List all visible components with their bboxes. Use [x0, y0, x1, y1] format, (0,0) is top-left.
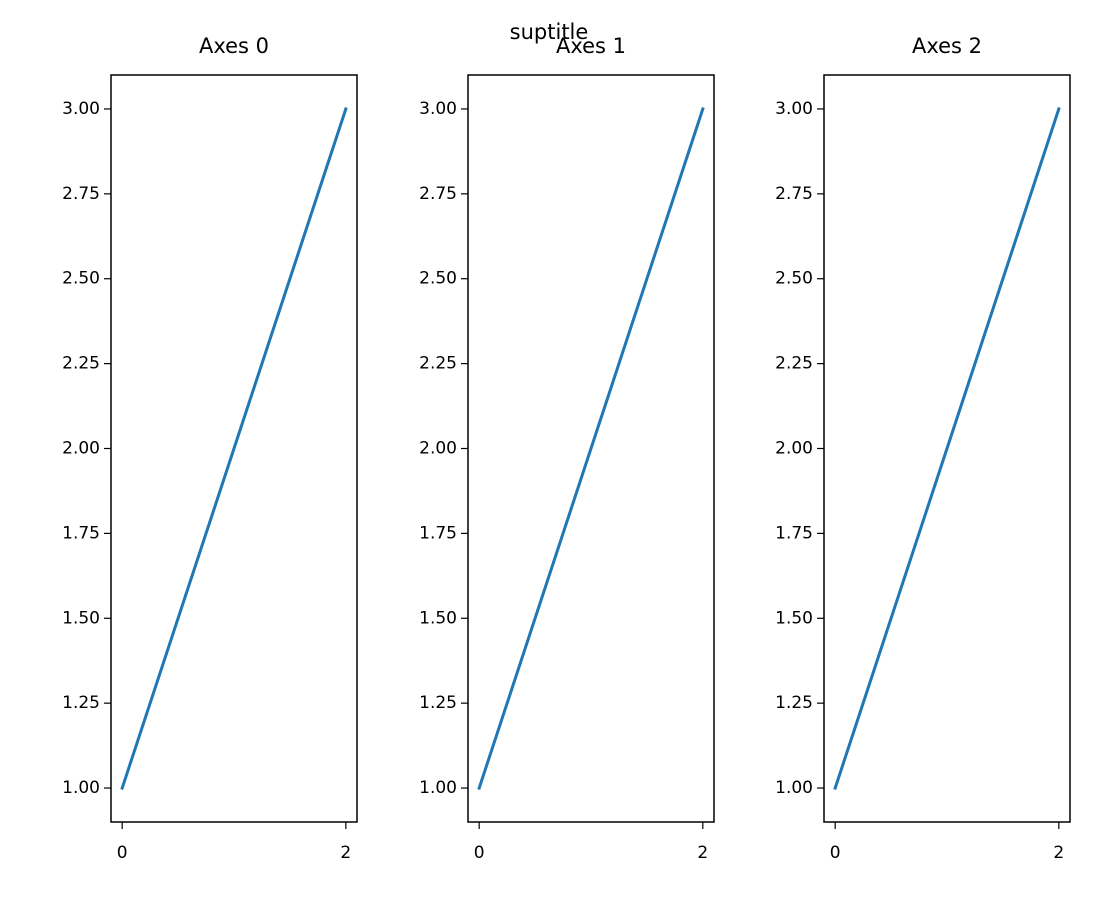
y-tick-label: 2.75 — [775, 184, 813, 204]
y-tick-label: 2.50 — [419, 269, 457, 289]
y-tick-label: 3.00 — [62, 99, 100, 119]
y-tick-label: 2.25 — [419, 354, 457, 374]
y-tick-label: 2.50 — [775, 269, 813, 289]
x-tick-label: 0 — [474, 843, 485, 863]
y-tick-label: 1.75 — [775, 523, 813, 543]
y-tick-label: 2.75 — [419, 184, 457, 204]
x-tick-label: 0 — [830, 843, 841, 863]
axes-frame — [467, 74, 715, 823]
y-tick-label: 2.00 — [775, 439, 813, 459]
line — [120, 107, 348, 790]
y-tick-label: 1.00 — [775, 778, 813, 798]
x-tick-label: 2 — [340, 843, 351, 863]
line — [477, 107, 705, 790]
y-tick-label: 1.75 — [419, 523, 457, 543]
suptitle: suptitle — [510, 20, 589, 44]
y-tick-label: 2.75 — [62, 184, 100, 204]
x-tick-label: 0 — [117, 843, 128, 863]
line — [833, 107, 1061, 790]
y-tick-label: 1.25 — [775, 693, 813, 713]
y-tick-label: 2.00 — [62, 439, 100, 459]
y-tick-label: 1.25 — [62, 693, 100, 713]
y-tick-label: 1.50 — [62, 608, 100, 628]
y-tick-label: 2.00 — [419, 439, 457, 459]
y-tick-label: 2.50 — [62, 269, 100, 289]
axes-frame — [823, 74, 1071, 823]
y-tick-label: 1.25 — [419, 693, 457, 713]
subplot: Axes 2 1.00 1.25 1.50 1.75 2.00 2.25 2.50 2.75 3.… — [775, 34, 1071, 863]
x-tick-label: 2 — [697, 843, 708, 863]
subplot-title: Axes 0 — [199, 34, 269, 58]
y-tick-label: 3.00 — [775, 99, 813, 119]
y-tick-label: 2.25 — [775, 354, 813, 374]
subplot-title: Axes 2 — [912, 34, 982, 58]
axes-frame — [110, 74, 358, 823]
y-tick-label: 1.75 — [62, 523, 100, 543]
y-tick-label: 2.25 — [62, 354, 100, 374]
subplot-title: Axes 1 — [556, 34, 626, 58]
subplot: Axes 0 1.00 1.25 1.50 1.75 2.00 2.25 2.50 2.75 3.… — [62, 34, 358, 863]
subplot: Axes 1 1.00 1.25 1.50 1.75 2.00 2.25 2.50 2.75 3.… — [419, 34, 715, 863]
y-tick-label: 3.00 — [419, 99, 457, 119]
y-tick-label: 1.00 — [419, 778, 457, 798]
x-tick-label: 2 — [1053, 843, 1064, 863]
y-tick-label: 1.50 — [775, 608, 813, 628]
y-tick-label: 1.00 — [62, 778, 100, 798]
y-tick-label: 1.50 — [419, 608, 457, 628]
